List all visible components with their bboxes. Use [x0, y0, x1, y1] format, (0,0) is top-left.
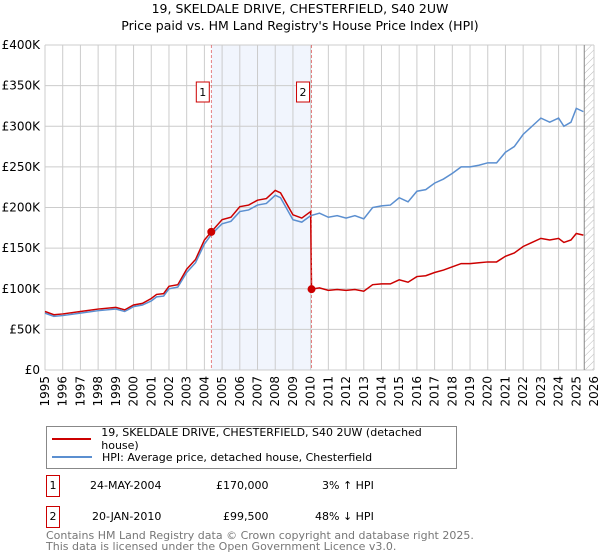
x-tick-label: 2010 — [304, 376, 318, 407]
x-tick-label: 2024 — [552, 376, 566, 407]
x-tick-label: 2014 — [374, 376, 388, 407]
legend-label: HPI: Average price, detached house, Ches… — [102, 450, 373, 464]
x-tick-label: 2003 — [180, 376, 194, 407]
footer-line: Contains HM Land Registry data © Crown c… — [46, 529, 474, 542]
y-tick-label: £50K — [9, 322, 41, 336]
chart-subtitle: Price paid vs. HM Land Registry's House … — [121, 18, 479, 33]
x-tick-label: 1998 — [91, 376, 105, 407]
x-tick-label: 2025 — [569, 376, 583, 407]
legend-item-hpi: HPI: Average price, detached house, Ches… — [47, 448, 372, 466]
x-tick-label: 2020 — [481, 376, 495, 407]
series-line — [44, 107, 584, 318]
x-tick-label: 2017 — [428, 376, 442, 407]
legend-item-property: 19, SKELDALE DRIVE, CHESTERFIELD, S40 2U… — [47, 426, 456, 452]
x-tick-label: 2007 — [251, 376, 265, 407]
x-tick-label: 2006 — [233, 376, 247, 407]
y-tick-label: £250K — [2, 160, 42, 174]
x-tick-label: 2016 — [410, 376, 424, 407]
x-tick-label: 2023 — [534, 376, 548, 407]
y-tick-label: £200K — [2, 201, 42, 215]
x-tick-label: 2013 — [357, 376, 371, 407]
x-tick-label: 1999 — [109, 376, 123, 407]
x-tick-label: 2011 — [321, 376, 335, 407]
transaction-price: £170,000 — [216, 479, 269, 492]
x-tick-label: 1996 — [56, 376, 70, 407]
x-tick-label: 2001 — [144, 376, 158, 407]
sale-badge-label: 1 — [199, 86, 206, 99]
x-tick-label: 2009 — [286, 376, 300, 407]
transaction-date: 24-MAY-2004 — [90, 479, 162, 492]
x-tick-label: 2015 — [392, 376, 406, 407]
x-tick-label: 2018 — [445, 376, 459, 407]
transaction-hpi: 48% ↓ HPI — [315, 510, 374, 523]
x-tick-label: 2019 — [463, 376, 477, 407]
price-chart: 1 2 £0 £50K £100K £150K £200K £250K £300K £350K £4… — [2, 38, 600, 407]
x-tick-label: 2005 — [215, 376, 229, 407]
transaction-badge: 1 — [46, 475, 60, 497]
x-tick-label: 2000 — [127, 376, 141, 407]
legend-label: 19, SKELDALE DRIVE, CHESTERFIELD, S40 2U… — [101, 426, 422, 452]
sale-badge — [296, 81, 311, 103]
y-tick-label: £350K — [2, 79, 42, 93]
series-line — [44, 189, 584, 316]
sale-badge-label: 2 — [300, 86, 307, 99]
footer-line: This data is licensed under the Open Gov… — [46, 540, 397, 553]
x-tick-label: 1995 — [38, 376, 52, 407]
footer: Contains HM Land Registry data © Crown c… — [46, 530, 474, 552]
y-tick-label: £400K — [2, 38, 42, 52]
legend-swatch — [52, 438, 92, 440]
x-tick-label: 2026 — [587, 376, 600, 407]
transaction-price: £99,500 — [223, 510, 269, 523]
sale-badge — [195, 81, 210, 103]
legend: 19, SKELDALE DRIVE, CHESTERFIELD, S40 2U… — [46, 426, 457, 469]
legend-swatch — [52, 456, 92, 458]
sale-point — [207, 227, 216, 236]
y-tick-label: £100K — [2, 282, 42, 296]
transaction-date: 20-JAN-2010 — [92, 510, 162, 523]
chart-title: 19, SKELDALE DRIVE, CHESTERFIELD, S40 2U… — [151, 1, 449, 16]
transaction-row: 1 24-MAY-2004 £170,000 3% ↑ HPI — [46, 475, 446, 497]
y-tick-label: £0 — [25, 363, 40, 377]
y-tick-label: £150K — [2, 241, 42, 255]
y-tick-label: £300K — [2, 119, 42, 133]
x-tick-label: 2004 — [197, 376, 211, 407]
x-tick-label: 2021 — [498, 376, 512, 407]
x-tick-label: 2002 — [162, 376, 176, 407]
x-tick-label: 2012 — [339, 376, 353, 407]
x-tick-label: 1997 — [73, 376, 87, 407]
transaction-row: 2 20-JAN-2010 £99,500 48% ↓ HPI — [46, 506, 446, 528]
x-tick-label: 2022 — [516, 376, 530, 407]
x-tick-label: 2008 — [268, 376, 282, 407]
transaction-badge: 2 — [46, 506, 60, 528]
sale-point — [307, 285, 316, 294]
transaction-hpi: 3% ↑ HPI — [322, 479, 374, 492]
